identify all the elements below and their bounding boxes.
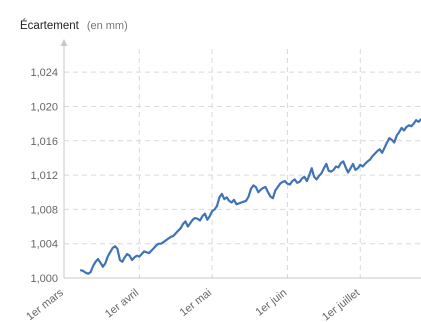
x-tick-label: 1er avril [103, 287, 141, 321]
y-axis-unit: (en mm) [87, 20, 128, 32]
x-tick-label: 1er juin [253, 287, 289, 319]
y-tick-label: 1,020 [30, 101, 58, 113]
y-tick-labels: 1,000 1,004 1,008 1,012 1,016 1,020 1,024 [30, 67, 58, 285]
x-tick-labels: 1er mars 1er avril 1er mai 1er juin 1er juil… [24, 287, 362, 322]
y-tick-label: 1,008 [30, 204, 58, 216]
x-grid [138, 49, 361, 278]
x-tick-label: 1er mars [24, 287, 66, 322]
x-tick-label: 1er mai [178, 287, 214, 319]
y-axis-label: Écartement (en mm) [20, 16, 128, 33]
y-tick-label: 1,024 [30, 67, 58, 79]
y-tick-label: 1,000 [30, 273, 58, 285]
y-grid [64, 71, 421, 245]
y-axis-arrow [60, 39, 68, 46]
series-line-0 [79, 118, 421, 275]
x-tick-label: 1er juillet [320, 287, 362, 322]
series-group [79, 118, 421, 275]
y-axis-title: Écartement [20, 19, 80, 32]
y-tick-label: 1,012 [30, 170, 58, 182]
y-tick-label: 1,004 [30, 239, 58, 251]
y-tick-label: 1,016 [30, 136, 58, 148]
